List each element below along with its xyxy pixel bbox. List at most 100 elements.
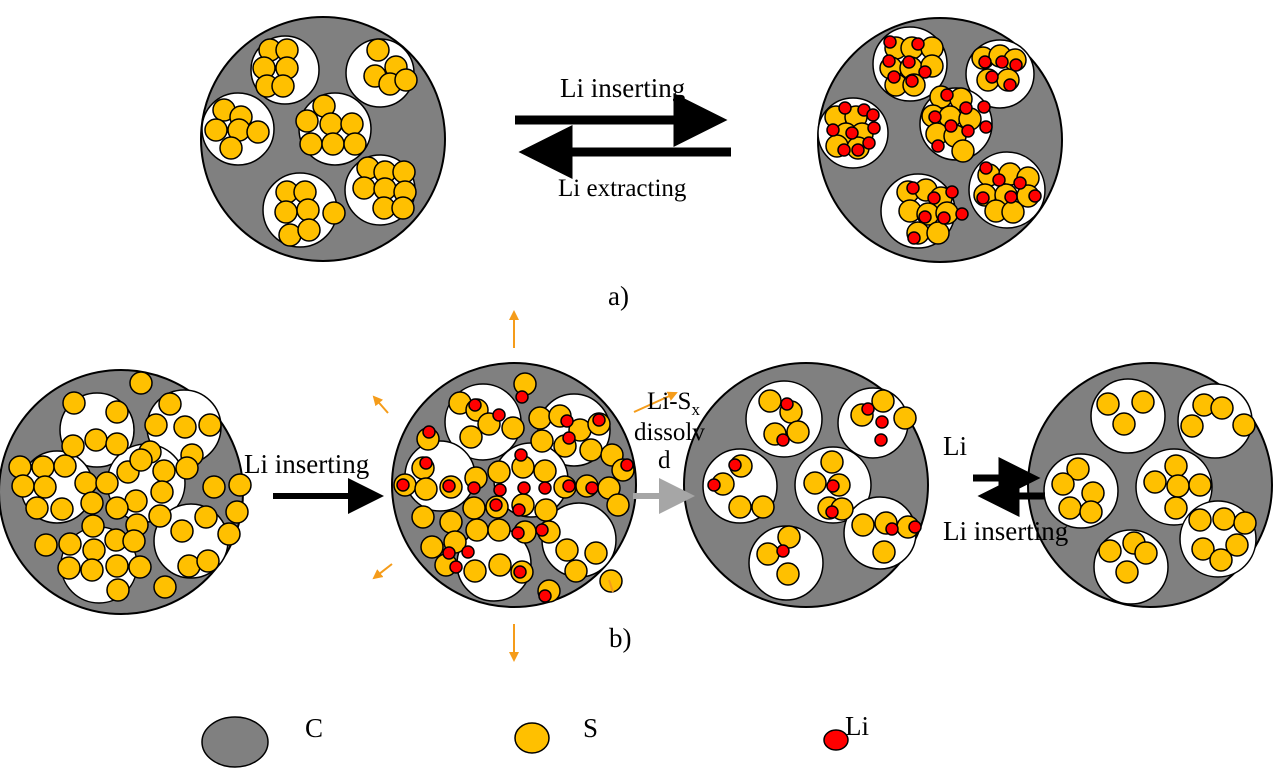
sulfur-particle	[33, 475, 57, 499]
sulfur-particle	[246, 120, 270, 144]
sulfur-particle	[366, 38, 390, 62]
lithium-particle	[945, 185, 959, 199]
lithium-particle	[905, 74, 919, 88]
sulfur-particle	[128, 555, 152, 579]
sulfur-particle	[1143, 470, 1167, 494]
sulfur-particle	[296, 198, 320, 222]
sulfur-particle	[105, 432, 129, 456]
sulfur-particle	[459, 425, 483, 449]
lithium-particle	[442, 546, 456, 560]
sulfur-particle	[321, 132, 345, 156]
sulfur-particle	[1209, 548, 1233, 572]
sulfur-particle	[564, 559, 588, 583]
lithium-particle	[512, 503, 526, 517]
sulfur-particle	[62, 391, 86, 415]
lithium-particle	[493, 483, 507, 497]
lithium-particle	[977, 100, 991, 114]
sulfur-particle	[228, 473, 252, 497]
sulfur-particle	[1051, 472, 1075, 496]
legend-lithium-label: Li	[845, 711, 869, 741]
sulfur-particle	[1096, 392, 1120, 416]
sulfur-particle	[1098, 539, 1122, 563]
lithium-particle	[517, 481, 531, 495]
li-label-b: Li	[943, 431, 967, 461]
sulfur-particle	[391, 196, 415, 220]
sulfur-particle	[158, 392, 182, 416]
lithium-particle	[1028, 189, 1042, 203]
sulfur-particle	[1066, 457, 1090, 481]
sulfur-particle	[80, 558, 104, 582]
sulfur-particle	[122, 529, 146, 553]
sulfur-particle	[295, 109, 319, 133]
sulfur-particle	[751, 495, 775, 519]
lithium-particle	[992, 173, 1006, 187]
sulfur-particle	[53, 454, 77, 478]
legend-sulfur-label: S	[583, 713, 599, 743]
lithium-particle	[866, 108, 880, 122]
lithium-particle	[978, 55, 992, 69]
sulfur-particle	[1134, 541, 1158, 565]
sulfur-particle	[951, 139, 975, 163]
sulfur-particle	[803, 471, 827, 495]
lithium-particle	[955, 207, 969, 221]
sulfur-particle	[555, 538, 579, 562]
lithium-particle	[885, 522, 899, 536]
sulfur-particle	[1001, 200, 1025, 224]
lithium-particle	[995, 55, 1009, 69]
sulfur-particle	[786, 420, 810, 444]
lithium-particle	[562, 431, 576, 445]
sulfur-particle	[105, 554, 129, 578]
sulfur-particle	[219, 136, 243, 160]
sulfur-particle	[411, 505, 435, 529]
lithium-particle	[1004, 190, 1018, 204]
sulfur-particle	[439, 510, 463, 534]
lithium-particle	[538, 589, 552, 603]
sulfur-particle	[606, 493, 630, 517]
sulfur-particle	[758, 389, 782, 413]
sulfur-particle	[871, 389, 895, 413]
sulfur-particle	[343, 132, 367, 156]
lithium-particle	[513, 565, 527, 579]
sulfur-particle	[202, 475, 226, 499]
sulfur-particle	[299, 132, 323, 156]
sulfur-particle	[1225, 533, 1249, 557]
sulfur-particle	[534, 498, 558, 522]
lithium-particle	[883, 35, 897, 49]
lithium-particle	[562, 479, 576, 493]
lithium-particle	[867, 121, 881, 135]
legend-lithium-swatch	[823, 729, 849, 751]
sulfur-particle	[1180, 414, 1204, 438]
expansion-arrows	[372, 310, 678, 662]
dissolved-label-line2: dissolv	[634, 419, 705, 446]
sulfur-particle	[926, 221, 950, 245]
sulfur-particle	[820, 450, 844, 474]
li-sx-dissolved-label: Li-Sx	[647, 388, 700, 419]
sulfur-particle	[271, 74, 295, 98]
lithium-particle	[851, 143, 865, 157]
sulfur-particle	[599, 569, 623, 593]
sulfur-particle	[392, 160, 416, 184]
lithium-particle	[535, 523, 549, 537]
sulfur-particle	[893, 406, 917, 430]
sulfur-particle	[579, 438, 603, 462]
sulfur-particle	[488, 553, 512, 577]
lithium-particle	[887, 70, 901, 84]
sulfur-particle	[194, 505, 218, 529]
legend-carbon-label: C	[305, 713, 324, 743]
lithium-particle	[931, 139, 945, 153]
sulfur-particle	[340, 112, 364, 136]
lithium-particle	[944, 119, 958, 133]
sulfur-particle	[1210, 396, 1234, 420]
sulfur-particle	[153, 575, 177, 599]
sulfur-particle	[129, 448, 153, 472]
sulfur-particle	[1188, 508, 1212, 532]
sulfur-particle	[34, 533, 58, 557]
lithium-particle	[937, 211, 951, 225]
lithium-particle	[918, 210, 932, 224]
sulfur-particle	[31, 455, 55, 479]
lithium-particle	[961, 124, 975, 138]
sulfur-particle	[851, 513, 875, 537]
sulfur-particle	[1131, 390, 1155, 414]
lithium-particle	[1003, 78, 1017, 92]
sulfur-particle	[105, 496, 129, 520]
